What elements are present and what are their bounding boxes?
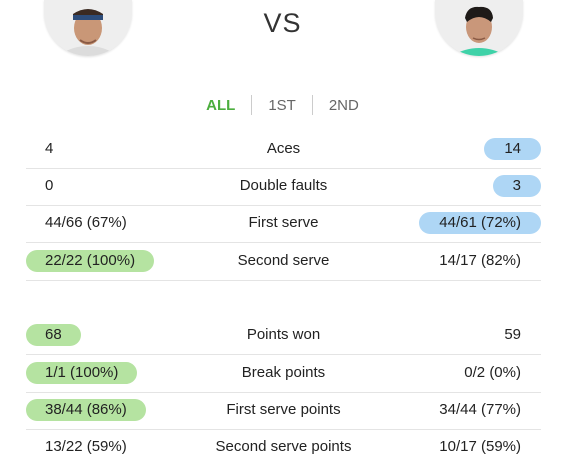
tab-2nd[interactable]: 2ND (328, 96, 359, 114)
tab-divider (311, 95, 313, 115)
versus-label: VS (263, 8, 302, 38)
tab-1st[interactable]: 1ST (268, 96, 296, 114)
stat-label: Aces (266, 140, 301, 157)
player-right-photo-icon (435, 0, 523, 56)
stat-row-second-serve: 22/22 (100%) Second serve 14/17 (82%) (26, 243, 541, 281)
stat-right-value: 14 (484, 138, 541, 160)
stat-right-value: 3 (492, 175, 541, 197)
stat-row-first-serve: 44/66 (67%) First serve 44/61 (72%) (26, 205, 541, 243)
stat-row-points-won: 68 Points won 59 (26, 317, 541, 355)
stat-left-value: 22/22 (100%) (26, 250, 155, 272)
player-right-avatar[interactable] (435, 0, 523, 56)
stat-left-value: 44/66 (67%) (45, 214, 127, 231)
stat-left-value: 68 (26, 324, 81, 346)
stat-row-break-points: 1/1 (100%) Break points 0/2 (0%) (26, 355, 541, 393)
stat-left-value: 4 (45, 140, 54, 157)
stat-left-value: 38/44 (86%) (26, 399, 146, 421)
stat-right-value: 59 (504, 326, 521, 343)
stat-right-value: 10/17 (59%) (439, 438, 521, 455)
set-tabs: ALL 1ST 2ND (0, 92, 565, 118)
stat-right-value: 0/2 (0%) (464, 364, 521, 381)
tab-all[interactable]: ALL (206, 96, 236, 114)
stat-label: Double faults (239, 177, 328, 194)
stat-row-second-serve-points: 13/22 (59%) Second serve points 10/17 (5… (26, 429, 541, 466)
stat-left-value: 0 (45, 177, 54, 194)
stat-row-aces: 4 Aces 14 (26, 131, 541, 169)
tab-divider (251, 95, 253, 115)
stat-row-first-serve-points: 38/44 (86%) First serve points 34/44 (77… (26, 392, 541, 430)
stat-row-double-faults: 0 Double faults 3 (26, 168, 541, 206)
stat-right-value: 44/61 (72%) (419, 212, 541, 234)
stat-right-value: 14/17 (82%) (439, 252, 521, 269)
stat-right-value: 34/44 (77%) (439, 401, 521, 418)
player-left-avatar[interactable] (44, 0, 132, 56)
stat-left-value: 1/1 (100%) (26, 362, 138, 384)
stat-label: Points won (246, 326, 321, 343)
stat-left-value: 13/22 (59%) (45, 438, 127, 455)
